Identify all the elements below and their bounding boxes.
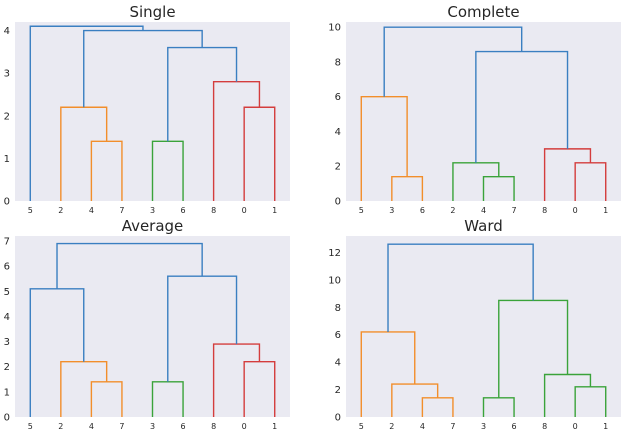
y-tick-label: 5 bbox=[4, 287, 10, 298]
leaf-label: 2 bbox=[450, 206, 455, 215]
leaf-label: 7 bbox=[512, 206, 517, 215]
leaf-label: 2 bbox=[58, 206, 63, 215]
chart-title: Average bbox=[122, 217, 184, 235]
panel-ward: Ward 0 2 4 6 8 10 12 5 2 4 7 3 6 8 0 1 bbox=[328, 217, 621, 431]
y-tick-label: 1 bbox=[4, 154, 10, 165]
leaf-label: 0 bbox=[242, 422, 247, 431]
y-tick-label: 7 bbox=[4, 237, 10, 248]
leaf-label: 1 bbox=[603, 206, 608, 215]
leaf-label: 3 bbox=[150, 206, 155, 215]
dendrogram-link bbox=[452, 162, 500, 201]
leaf-label: 8 bbox=[542, 206, 547, 215]
y-tick-label: 4 bbox=[335, 127, 341, 138]
y-tick-label: 12 bbox=[328, 248, 341, 259]
dendrogram-link bbox=[29, 288, 85, 417]
y-tick-label: 4 bbox=[4, 26, 10, 37]
y-tick-label: 0 bbox=[335, 197, 341, 208]
dendrogram-link bbox=[482, 175, 515, 201]
leaf-label: 0 bbox=[242, 206, 247, 215]
leaf-label: 6 bbox=[181, 422, 186, 431]
leaf-label: 1 bbox=[272, 422, 277, 431]
leaf-label: 7 bbox=[119, 206, 124, 215]
dendrogram-link bbox=[574, 162, 607, 201]
leaf-label: 6 bbox=[512, 422, 517, 431]
dendrogram-link bbox=[360, 331, 416, 417]
dendrogram-link bbox=[387, 243, 534, 332]
y-tick-label: 0 bbox=[335, 413, 341, 424]
leaf-label: 8 bbox=[542, 422, 547, 431]
leaf-label: 3 bbox=[389, 206, 394, 215]
leaf-label: 8 bbox=[211, 422, 216, 431]
leaf-label: 6 bbox=[420, 206, 425, 215]
y-tick-label: 2 bbox=[335, 162, 341, 173]
y-tick-label: 1 bbox=[4, 387, 10, 398]
dendrogram-link bbox=[151, 381, 184, 417]
y-tick-label: 4 bbox=[335, 358, 341, 369]
chart-title: Ward bbox=[464, 217, 503, 235]
leaf-label: 5 bbox=[359, 206, 364, 215]
leaf-label: 8 bbox=[211, 206, 216, 215]
leaf-label: 1 bbox=[272, 206, 277, 215]
y-tick-label: 4 bbox=[4, 312, 10, 323]
dendrogram-link bbox=[391, 383, 439, 417]
y-tick-label: 10 bbox=[328, 23, 341, 34]
leaf-label: 7 bbox=[119, 422, 124, 431]
plot-area bbox=[346, 22, 621, 201]
leaf-label: 4 bbox=[89, 206, 94, 215]
dendrogram-link bbox=[360, 96, 408, 201]
leaf-label: 2 bbox=[389, 422, 394, 431]
dendrogram-link bbox=[56, 242, 203, 289]
dendrogram-link bbox=[498, 299, 569, 398]
leaf-label: 5 bbox=[28, 422, 33, 431]
leaf-label: 2 bbox=[58, 422, 63, 431]
y-tick-label: 6 bbox=[335, 330, 341, 341]
chart-title: Complete bbox=[447, 3, 519, 21]
y-tick-label: 0 bbox=[4, 197, 10, 208]
dendrogram-link bbox=[383, 26, 523, 97]
dendrogram-link bbox=[90, 381, 123, 417]
y-tick-label: 8 bbox=[335, 57, 341, 68]
leaf-label: 0 bbox=[573, 206, 578, 215]
y-tick-label: 3 bbox=[4, 337, 10, 348]
y-tick-label: 2 bbox=[335, 385, 341, 396]
y-tick-label: 2 bbox=[4, 362, 10, 373]
leaf-label: 5 bbox=[28, 206, 33, 215]
dendrogram-link bbox=[29, 25, 144, 201]
chart-title: Single bbox=[129, 3, 175, 21]
leaf-label: 5 bbox=[359, 422, 364, 431]
y-tick-label: 3 bbox=[4, 69, 10, 80]
panel-average: Average 0 1 2 3 4 5 6 7 5 2 4 7 3 6 8 0 1 bbox=[4, 217, 290, 431]
y-tick-label: 6 bbox=[4, 262, 10, 273]
leaf-label: 3 bbox=[150, 422, 155, 431]
dendrogram-link bbox=[212, 80, 261, 201]
leaf-label: 7 bbox=[450, 422, 455, 431]
leaf-label: 6 bbox=[181, 206, 186, 215]
y-tick-label: 8 bbox=[335, 303, 341, 314]
leaf-label: 3 bbox=[481, 422, 486, 431]
panel-single: Single 0 1 2 3 4 5 2 4 7 3 6 8 0 1 bbox=[4, 3, 290, 215]
leaf-label: 1 bbox=[603, 422, 608, 431]
leaf-label: 4 bbox=[481, 206, 486, 215]
plot-area bbox=[346, 236, 621, 417]
y-tick-label: 10 bbox=[328, 275, 341, 286]
panel-complete: Complete 0 2 4 6 8 10 5 3 6 2 4 7 8 0 1 bbox=[328, 3, 621, 215]
dendrogram-link bbox=[475, 50, 569, 163]
y-tick-label: 6 bbox=[335, 92, 341, 103]
dendrogram-link bbox=[391, 175, 424, 201]
leaf-label: 0 bbox=[573, 422, 578, 431]
leaf-label: 4 bbox=[89, 422, 94, 431]
leaf-label: 4 bbox=[420, 422, 425, 431]
y-tick-label: 2 bbox=[4, 111, 10, 122]
y-tick-label: 0 bbox=[4, 413, 10, 424]
